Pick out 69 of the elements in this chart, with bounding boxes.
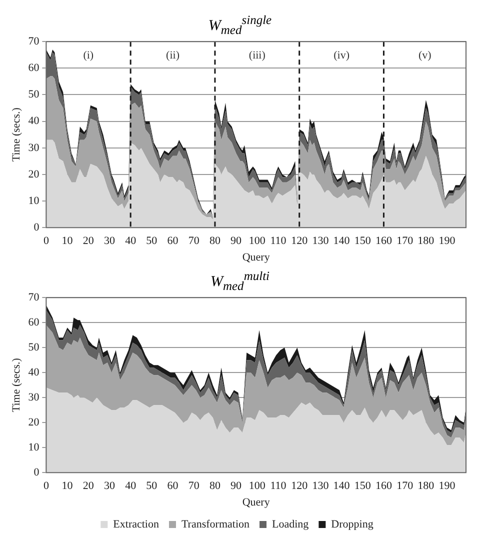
x-tick-label: 130 <box>312 480 330 492</box>
x-tick-label: 100 <box>248 235 266 248</box>
y-tick-label: 0 <box>34 221 40 234</box>
x-tick-label: 60 <box>167 235 179 248</box>
x-tick-label: 70 <box>188 235 200 248</box>
x-axis-title: Query <box>242 496 270 508</box>
annotation: (ii) <box>166 49 180 62</box>
x-tick-label: 20 <box>82 480 94 492</box>
y-tick-label: 60 <box>28 316 40 328</box>
annotation: (iii) <box>248 49 266 62</box>
x-tick-label: 70 <box>188 480 200 492</box>
legend-label: Transformation <box>181 518 250 530</box>
x-tick-label: 150 <box>354 480 372 492</box>
y-tick-label: 70 <box>28 291 40 304</box>
x-tick-label: 150 <box>354 235 372 248</box>
y-tick-label: 30 <box>28 142 40 154</box>
x-tick-label: 80 <box>209 480 221 492</box>
x-tick-label: 40 <box>125 480 137 492</box>
y-tick-label: 50 <box>28 88 40 101</box>
x-tick-label: 130 <box>312 235 330 248</box>
y-tick-label: 30 <box>28 391 40 404</box>
legend-label: Extraction <box>113 518 160 530</box>
x-tick-label: 50 <box>146 480 158 492</box>
x-tick-label: 10 <box>62 235 74 248</box>
x-tick-label: 30 <box>104 480 116 492</box>
x-tick-label: 40 <box>125 235 137 248</box>
x-tick-label: 60 <box>167 480 179 492</box>
x-tick-label: 120 <box>291 235 308 248</box>
x-tick-label: 160 <box>375 235 392 248</box>
y-tick-label: 40 <box>28 366 40 378</box>
x-tick-label: 50 <box>146 235 158 248</box>
y-tick-label: 0 <box>34 466 40 478</box>
y-tick-label: 20 <box>28 168 40 180</box>
y-tick-label: 10 <box>28 194 40 207</box>
y-axis-title: Time (secs.) <box>10 358 22 412</box>
y-tick-label: 60 <box>28 62 40 74</box>
x-tick-label: 180 <box>418 235 435 248</box>
x-tick-label: 170 <box>396 480 414 492</box>
x-tick-label: 10 <box>62 480 74 492</box>
x-tick-label: 0 <box>43 235 50 248</box>
x-tick-label: 90 <box>230 480 242 492</box>
x-tick-label: 80 <box>209 235 221 248</box>
x-tick-label: 190 <box>438 235 456 248</box>
x-tick-label: 160 <box>375 480 392 492</box>
x-tick-label: 110 <box>270 235 287 248</box>
x-tick-label: 90 <box>230 235 242 248</box>
x-tick-label: 140 <box>333 480 350 492</box>
x-tick-label: 0 <box>43 480 50 492</box>
x-tick-label: 120 <box>291 480 308 492</box>
x-tick-label: 30 <box>104 235 116 248</box>
y-tick-label: 40 <box>28 115 40 128</box>
legend-label: Dropping <box>331 518 374 530</box>
y-tick-label: 20 <box>28 416 40 428</box>
x-tick-label: 190 <box>438 480 456 492</box>
y-tick-label: 50 <box>28 341 40 354</box>
annotation: (i) <box>83 49 94 62</box>
x-axis-title: Query <box>242 251 270 264</box>
x-tick-label: 100 <box>248 480 266 492</box>
annotation: (iv) <box>334 49 350 62</box>
x-tick-label: 170 <box>396 235 414 248</box>
y-tick-label: 10 <box>28 441 40 454</box>
x-tick-label: 110 <box>270 480 287 492</box>
x-tick-label: 180 <box>418 480 435 492</box>
x-tick-label: 140 <box>333 235 350 248</box>
annotation: (v) <box>418 49 432 62</box>
x-tick-label: 20 <box>82 235 94 248</box>
legend-label: Loading <box>272 518 310 530</box>
y-tick-label: 70 <box>28 35 40 48</box>
y-axis-title: Time (secs.) <box>10 107 22 162</box>
